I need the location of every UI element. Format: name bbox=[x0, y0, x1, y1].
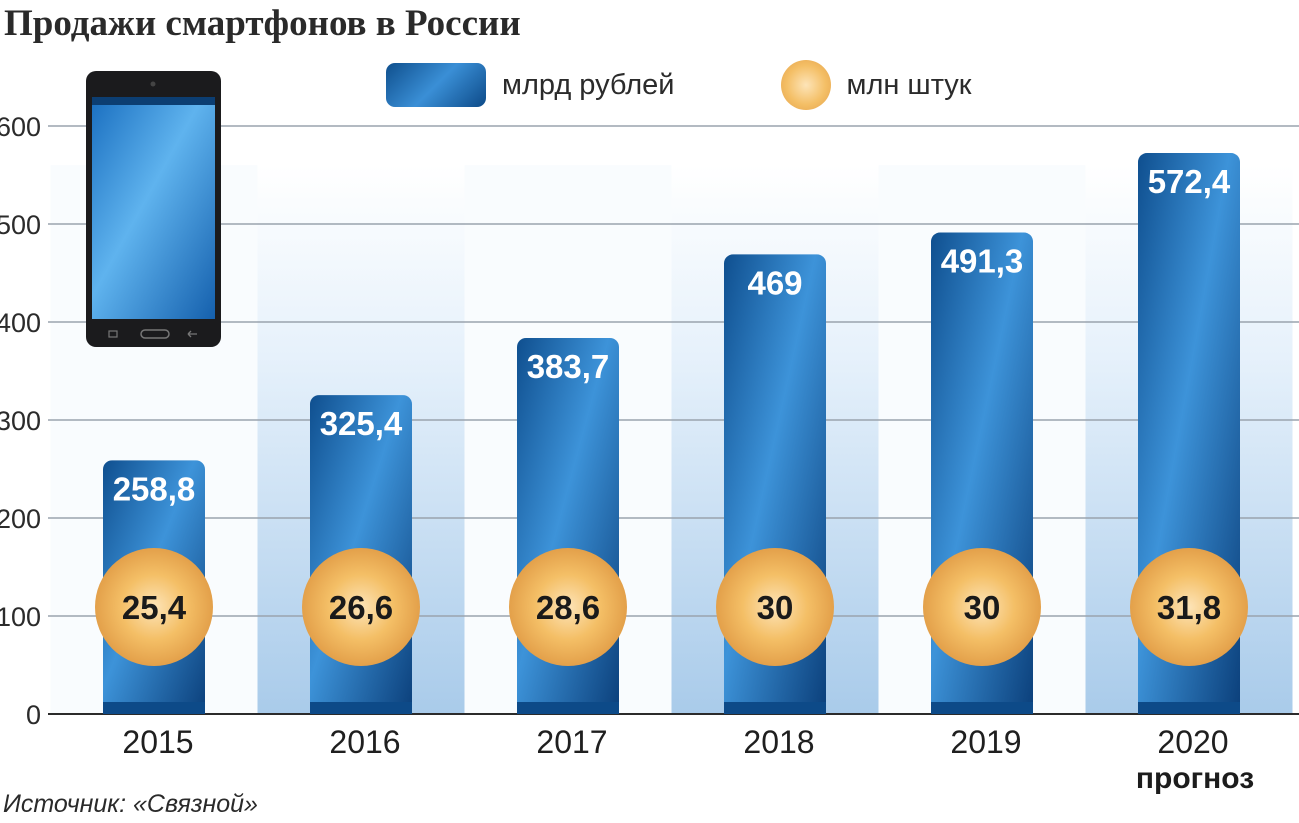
unit-circles: 25,4 26,6 28,6 30 30 31,8 bbox=[95, 548, 1248, 666]
y-tick-label: 200 bbox=[0, 504, 41, 534]
y-tick-label: 100 bbox=[0, 602, 41, 632]
background-bands bbox=[50, 165, 1293, 714]
x-tick-label: 2016 bbox=[329, 724, 400, 760]
x-tick-label: 2018 bbox=[743, 724, 814, 760]
bar-base bbox=[310, 702, 412, 714]
unit-circle bbox=[95, 548, 213, 666]
unit-circle-label: 30 bbox=[757, 589, 794, 626]
y-tick-label: 400 bbox=[0, 308, 41, 338]
bar-base bbox=[1138, 702, 1240, 714]
bar-value-label: 572,4 bbox=[1148, 163, 1231, 200]
bar-value-label: 258,8 bbox=[113, 470, 196, 507]
legend: млрд рублей млн штук bbox=[386, 60, 972, 110]
y-tick-label: 0 bbox=[26, 700, 41, 730]
x-tick-label: 2015 bbox=[122, 724, 193, 760]
y-axis-ticks: 0 100 200 300 400 500 600 bbox=[0, 112, 41, 730]
grid-lines bbox=[48, 125, 1299, 715]
x-axis-ticks: 2015 2016 2017 2018 2019 2020 bbox=[122, 724, 1228, 760]
x-tick-label: 2019 bbox=[950, 724, 1021, 760]
bar-value-label: 469 bbox=[747, 264, 802, 301]
unit-circle bbox=[1130, 548, 1248, 666]
bar-base bbox=[517, 702, 619, 714]
source-note: Источник: «Связной» bbox=[3, 790, 258, 818]
unit-circle bbox=[716, 548, 834, 666]
y-tick-label: 500 bbox=[0, 210, 41, 240]
legend-swatch-bar bbox=[386, 63, 486, 107]
bar-base bbox=[724, 702, 826, 714]
forecast-note: прогноз bbox=[1135, 762, 1255, 795]
bar-value-label: 325,4 bbox=[320, 405, 403, 442]
bar-value-label: 383,7 bbox=[527, 348, 610, 385]
x-tick-label: 2017 bbox=[536, 724, 607, 760]
unit-circle bbox=[509, 548, 627, 666]
legend-swatch-circle bbox=[780, 60, 831, 110]
x-tick-label: 2020 bbox=[1157, 724, 1228, 760]
chart-title: Продажи смартфонов в России bbox=[4, 3, 521, 44]
unit-circle-label: 30 bbox=[964, 589, 1001, 626]
unit-circle-label: 28,6 bbox=[536, 589, 600, 626]
bar-base bbox=[931, 702, 1033, 714]
unit-circle bbox=[923, 548, 1041, 666]
y-tick-label: 300 bbox=[0, 406, 41, 436]
legend-label-bars: млрд рублей bbox=[502, 68, 675, 101]
unit-circle-label: 31,8 bbox=[1157, 589, 1221, 626]
unit-circle-label: 25,4 bbox=[122, 589, 187, 626]
bar-value-label: 491,3 bbox=[941, 243, 1024, 280]
bar-base bbox=[103, 702, 205, 714]
unit-circle bbox=[302, 548, 420, 666]
y-tick-label: 600 bbox=[0, 112, 41, 142]
unit-circle-label: 26,6 bbox=[329, 589, 393, 626]
smartphone-icon bbox=[86, 71, 221, 347]
legend-label-circles: млн штук bbox=[846, 68, 972, 101]
